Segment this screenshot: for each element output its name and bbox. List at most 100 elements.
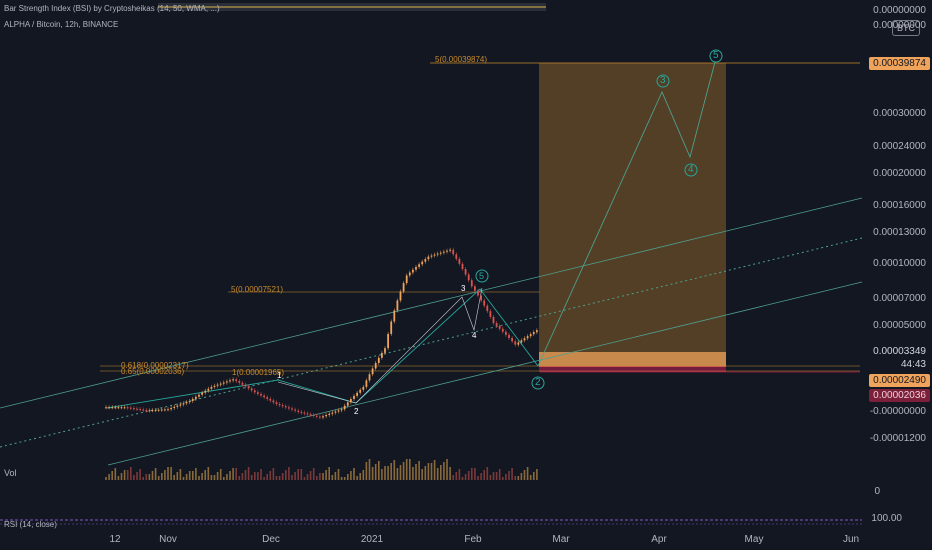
volume-bars xyxy=(105,459,538,480)
candle xyxy=(195,396,197,399)
volume-bar xyxy=(343,477,346,480)
price-tick: 0.00000000 xyxy=(873,5,926,16)
candle xyxy=(241,382,244,385)
volume-bar xyxy=(148,474,151,480)
candle xyxy=(331,412,334,414)
volume-bar xyxy=(300,469,303,480)
wave-white xyxy=(277,287,483,404)
wave-circle-label-2: 2 xyxy=(535,377,541,388)
price-tick: 0.00030000 xyxy=(873,108,926,119)
volume-bar xyxy=(480,473,482,480)
wave-label-4: 4 xyxy=(472,331,477,340)
volume-bar xyxy=(269,471,272,480)
volume-bar xyxy=(179,469,182,480)
candle xyxy=(210,386,213,389)
candle xyxy=(133,408,135,410)
volume-bar xyxy=(520,473,523,480)
fib-label-65: 0.65(0.00002036) xyxy=(121,367,185,376)
candle xyxy=(219,383,222,385)
candle xyxy=(272,400,275,403)
candle xyxy=(260,393,262,396)
volume-bar xyxy=(387,466,389,480)
wave-label-1: 1 xyxy=(277,371,282,380)
volume-bar xyxy=(275,476,278,480)
volume-bar xyxy=(427,463,430,480)
volume-bar xyxy=(250,475,253,480)
volume-bar xyxy=(238,476,241,480)
volume-bar xyxy=(105,477,107,480)
wave-label-3: 3 xyxy=(461,284,466,293)
candle xyxy=(408,272,411,276)
candle xyxy=(421,261,424,265)
candle xyxy=(226,381,228,383)
candle xyxy=(424,259,427,262)
time-label: Apr xyxy=(651,534,667,545)
rsi-label: RSI (14, close) xyxy=(4,520,57,529)
volume-bar xyxy=(523,470,526,480)
candle xyxy=(129,407,132,409)
candle xyxy=(229,380,231,382)
volume-bar xyxy=(263,477,265,480)
wave-circle-label-4: 4 xyxy=(688,164,694,175)
time-label: May xyxy=(744,534,764,545)
candle xyxy=(312,414,315,416)
candle xyxy=(167,409,169,411)
candle xyxy=(532,332,535,335)
volume-bar xyxy=(192,471,194,480)
volume-bar xyxy=(136,472,138,480)
candle xyxy=(157,409,160,411)
candle xyxy=(303,412,306,414)
candle xyxy=(253,390,256,393)
candle xyxy=(207,388,210,391)
candle xyxy=(474,286,476,291)
candle xyxy=(427,256,430,260)
time-label: Dec xyxy=(262,534,280,545)
indicator-title: Bar Strength Index (BSI) by Cryptosheika… xyxy=(4,4,220,13)
candle xyxy=(396,300,399,311)
volume-bar xyxy=(368,459,371,480)
candle xyxy=(498,325,501,329)
candle xyxy=(151,410,154,412)
candle xyxy=(300,411,303,413)
candle xyxy=(185,402,188,404)
volume-bar xyxy=(111,471,113,480)
candle xyxy=(170,407,172,410)
volume-bar xyxy=(412,467,414,480)
candle xyxy=(105,407,107,409)
candle xyxy=(489,311,492,317)
channel-mid-dotted xyxy=(0,237,863,448)
channel-lower xyxy=(107,281,863,466)
volume-bar xyxy=(117,476,120,480)
candle xyxy=(508,334,510,339)
volume-bar xyxy=(421,469,423,480)
volume-bar xyxy=(449,467,451,480)
wave-historic xyxy=(106,288,539,409)
volume-bar xyxy=(356,476,358,480)
currency-badge[interactable]: BTC xyxy=(892,20,920,36)
volume-bar xyxy=(207,467,210,480)
time-label: 12 xyxy=(109,534,121,545)
volume-bar xyxy=(455,472,458,480)
time-label: 2021 xyxy=(360,534,384,545)
candle xyxy=(111,407,114,409)
candle xyxy=(443,251,445,253)
candle xyxy=(446,250,448,252)
candle xyxy=(536,330,538,333)
candle xyxy=(433,254,436,256)
volume-bar xyxy=(161,473,163,480)
volume-bar xyxy=(123,470,126,480)
candle xyxy=(458,258,461,264)
candle xyxy=(179,404,182,406)
candle xyxy=(328,413,331,415)
target-price-label: 0.00039874 xyxy=(869,57,930,70)
candle xyxy=(418,264,420,267)
volume-bar xyxy=(198,476,200,480)
volume-bar xyxy=(126,470,129,480)
entry-zone-orange xyxy=(539,352,726,367)
volume-bar xyxy=(340,477,343,480)
candle xyxy=(415,266,417,270)
candle xyxy=(461,263,464,269)
wave-circle-3 xyxy=(656,74,670,88)
volume-bar xyxy=(157,476,160,480)
